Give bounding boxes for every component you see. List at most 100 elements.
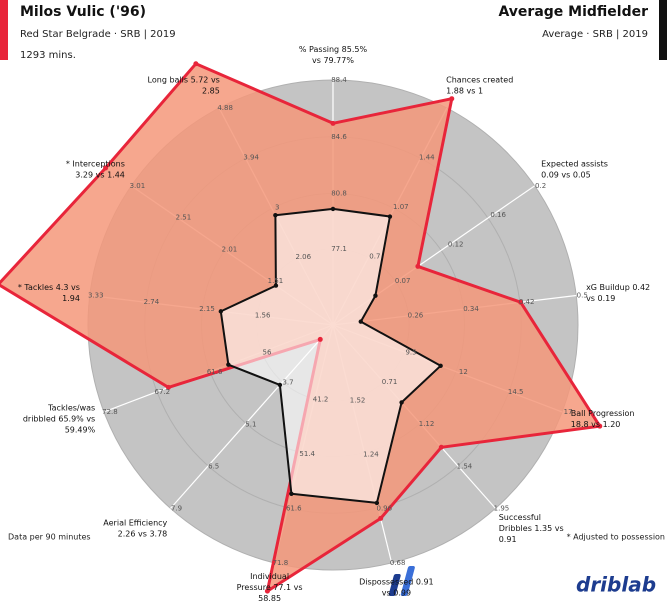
point: [415, 263, 421, 269]
axis-label: Tackles/was: [47, 403, 95, 412]
axis-label: Dispossessed 0.91: [359, 577, 433, 586]
tick-label: 1.24: [363, 451, 379, 459]
subtitle: Red Star Belgrade · SRB | 2019: [20, 29, 176, 40]
tick-label: 3.94: [243, 154, 259, 162]
note: Data per 90 minutes: [8, 533, 91, 542]
point: [317, 336, 323, 342]
tick-label: 4.88: [217, 104, 233, 112]
axis-label: Chances created: [446, 75, 513, 84]
tick-label: 51.4: [299, 450, 315, 458]
axis-label: 58.85: [258, 594, 281, 603]
tick-label: 1.51: [268, 277, 284, 285]
logo-mark: [388, 574, 401, 596]
tick-label: 77.1: [331, 245, 347, 253]
axis-label: Expected assists: [541, 159, 608, 168]
point: [289, 491, 294, 497]
point: [378, 515, 384, 521]
axis-label: 59.49%: [65, 425, 96, 434]
tick-label: 1.95: [494, 504, 510, 512]
minutes: 1293 mins.: [20, 50, 76, 61]
tick-label: 2.74: [144, 298, 160, 306]
point: [218, 309, 224, 314]
axis-label: Ball Progression: [571, 409, 635, 418]
tick-label: 61.6: [286, 504, 302, 512]
tick-label: 56: [263, 348, 272, 356]
axis-label: Individual: [250, 572, 289, 581]
axis-label: dribbled 65.9% vs: [23, 414, 95, 423]
tick-label: 3.33: [88, 291, 104, 299]
axis-label: * Tackles 4.3 vs: [18, 283, 80, 292]
tick-label: 80.8: [331, 190, 347, 198]
compare-subtitle: Average · SRB | 2019: [542, 29, 648, 40]
average-area: [219, 207, 442, 504]
tick-label: 0.16: [490, 211, 506, 219]
tick-label: 3.7: [282, 379, 293, 387]
accent-bar: [0, 0, 8, 60]
brand: driblab: [576, 573, 656, 597]
logo: driblab: [388, 566, 656, 597]
point: [330, 206, 336, 212]
point: [277, 382, 283, 388]
axis-label: 1.88 vs 1: [446, 86, 483, 95]
axis-label: xG Buildup 0.42: [586, 283, 650, 292]
axis-label: 0.91: [499, 535, 517, 544]
tick-label: 17: [564, 408, 573, 416]
tick-label: 2.01: [222, 245, 238, 253]
tick-label: 0.42: [519, 298, 535, 306]
axis-label: Aerial Efficiency: [103, 518, 167, 527]
tick-label: 9.5: [405, 348, 416, 356]
tick-label: 5.1: [245, 420, 256, 428]
axis-label: 2.26 vs 3.78: [118, 529, 168, 538]
axis-label: * Interceptions: [66, 159, 125, 168]
point: [518, 299, 524, 305]
axis-label: 0.09 vs 0.05: [541, 170, 591, 179]
point: [0, 282, 1, 287]
point: [358, 319, 363, 324]
axis-label: Long balls 5.72 vs: [148, 75, 220, 84]
tick-label: 2.06: [295, 253, 311, 261]
tick-label: 88.4: [331, 76, 347, 84]
point: [273, 283, 279, 288]
tick-label: 0.34: [463, 305, 479, 313]
axis-label: % Passing 85.5%: [299, 45, 368, 54]
tick-label: 0.12: [448, 240, 464, 248]
tick-label: 84.6: [331, 133, 347, 141]
point: [264, 588, 270, 594]
tick-label: 61.6: [207, 368, 223, 376]
tick-label: 71.8: [273, 559, 289, 567]
tick-label: 72.8: [102, 408, 118, 416]
point: [103, 165, 109, 171]
point: [226, 362, 231, 367]
tick-label: 1.56: [255, 312, 271, 320]
axis-label: vs 0.19: [586, 294, 615, 303]
axis-label: 3.29 vs 1.44: [75, 170, 125, 179]
tick-label: 0.07: [395, 277, 411, 285]
axis-label: 18.8 vs 1.20: [571, 420, 621, 429]
point: [273, 213, 278, 218]
point: [374, 500, 380, 506]
point: [438, 444, 444, 450]
axis-label: Dribbles 1.35 vs: [499, 524, 564, 533]
tick-label: 2.51: [176, 214, 192, 222]
axis-label: Successful: [499, 513, 541, 522]
point: [193, 61, 199, 67]
point: [387, 214, 393, 219]
point: [399, 400, 404, 405]
tick-label: 0.96: [376, 505, 392, 513]
point: [597, 423, 603, 429]
tick-label: 67.2: [154, 388, 170, 396]
note: * Adjusted to possession: [567, 533, 665, 542]
tick-label: 0.71: [382, 378, 398, 386]
tick-label: 14.5: [508, 388, 524, 396]
tick-label: 1.12: [419, 420, 435, 428]
axis-label: Pressure 77.1 vs: [237, 583, 303, 592]
tick-label: 0.26: [408, 312, 424, 320]
tick-label: 1.52: [350, 396, 366, 404]
tick-label: 2.15: [199, 305, 215, 313]
compare-title: Average Midfielder: [498, 4, 648, 20]
tick-label: 7.9: [171, 504, 182, 512]
point: [330, 120, 336, 126]
axis-label: vs 0.99: [382, 588, 411, 597]
axis-label: 2.85: [202, 86, 220, 95]
